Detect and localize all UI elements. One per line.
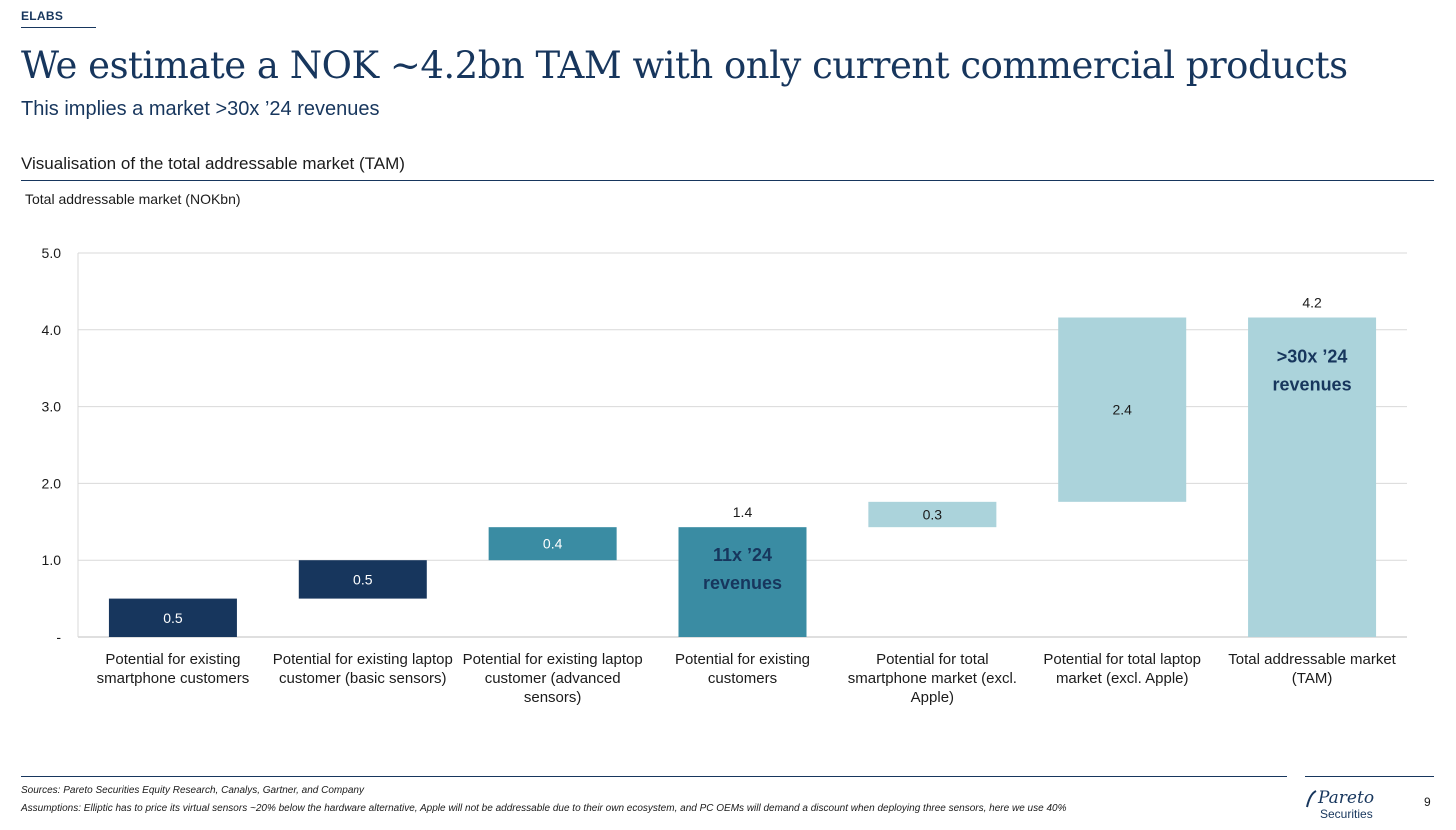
bar-7	[1248, 317, 1377, 637]
bar-value-label: 0.5	[353, 571, 373, 587]
x-tick-label: customers	[708, 670, 777, 687]
y-tick-label: 3.0	[42, 399, 62, 415]
x-tick-label: sensors)	[524, 689, 582, 706]
logo-name: Pareto	[1318, 788, 1375, 808]
assumptions-note: Assumptions: Elliptic has to price its v…	[21, 803, 1067, 814]
bars-group: 0.5 0.5 0.4 1.4 11x ’24 revenues 0.3 2.4 4.2 >30x…	[108, 295, 1377, 637]
x-tick-label: Potential for total laptop	[1043, 651, 1201, 668]
sources-note: Sources: Pareto Securities Equity Resear…	[21, 785, 364, 796]
section-divider	[21, 180, 1434, 181]
tam-waterfall-chart: Total addressable market (NOKbn) - 1.0 2.0…	[25, 191, 1407, 706]
footer-divider-logo	[1305, 776, 1434, 777]
footer-divider	[21, 776, 1287, 777]
y-tick-label: 4.0	[42, 322, 62, 338]
bar-4	[678, 527, 807, 637]
bar-value-label: 1.4	[733, 504, 753, 520]
bar-annotation: 11x ’24	[713, 545, 772, 565]
bar-value-label: 4.2	[1302, 295, 1322, 311]
x-tick-labels: Potential for existing smartphone custome…	[97, 651, 1397, 706]
x-tick-label: Potential for existing	[675, 651, 810, 668]
y-axis-label: Total addressable market (NOKbn)	[25, 191, 241, 207]
bar-value-label: 0.5	[163, 610, 183, 626]
x-tick-label: customer (basic sensors)	[279, 670, 447, 687]
bar-annotation: >30x ’24	[1277, 347, 1348, 367]
pareto-mark-icon	[1306, 790, 1317, 808]
bar-3	[488, 527, 617, 561]
x-tick-label: Potential for total	[876, 651, 989, 668]
bar-value-label: 2.4	[1112, 402, 1132, 418]
x-tick-label: (TAM)	[1292, 670, 1333, 687]
bar-annotation: revenues	[703, 573, 782, 593]
y-tick-label: 5.0	[42, 245, 62, 261]
x-tick-label: customer (advanced	[485, 670, 621, 687]
y-tick-label: -	[56, 629, 61, 645]
pareto-logo: Pareto Securities	[1304, 788, 1394, 824]
x-tick-label: market (excl. Apple)	[1056, 670, 1189, 687]
y-tick-label: 2.0	[42, 475, 62, 491]
bar-2	[298, 560, 427, 599]
x-tick-label: Potential for existing laptop	[273, 651, 453, 668]
bar-1	[108, 598, 237, 637]
x-tick-label: smartphone customers	[97, 670, 250, 687]
logo-subtitle: Securities	[1320, 807, 1373, 821]
x-tick-label: Total addressable market	[1228, 651, 1396, 668]
bar-value-label: 0.4	[543, 536, 563, 552]
brand-underline	[21, 27, 96, 28]
brand-label: ELABS	[21, 9, 64, 23]
x-tick-label: Potential for existing	[105, 651, 240, 668]
page-title: We estimate a NOK ~4.2bn TAM with only c…	[21, 44, 1348, 87]
section-title: Visualisation of the total addressable m…	[21, 154, 405, 173]
bar-6	[1058, 317, 1187, 502]
bar-value-label: 0.3	[923, 507, 943, 523]
x-tick-label: Potential for existing laptop	[463, 651, 643, 668]
y-tick-labels: - 1.0 2.0 3.0 4.0 5.0	[42, 245, 62, 645]
page-number: 9	[1424, 795, 1431, 809]
x-tick-label: smartphone market (excl.	[848, 670, 1017, 687]
bar-5	[868, 501, 997, 528]
page-subtitle: This implies a market >30x ’24 revenues	[21, 98, 380, 120]
bar-annotation: revenues	[1273, 375, 1352, 395]
y-tick-label: 1.0	[42, 552, 62, 568]
x-tick-label: Apple)	[911, 689, 954, 706]
